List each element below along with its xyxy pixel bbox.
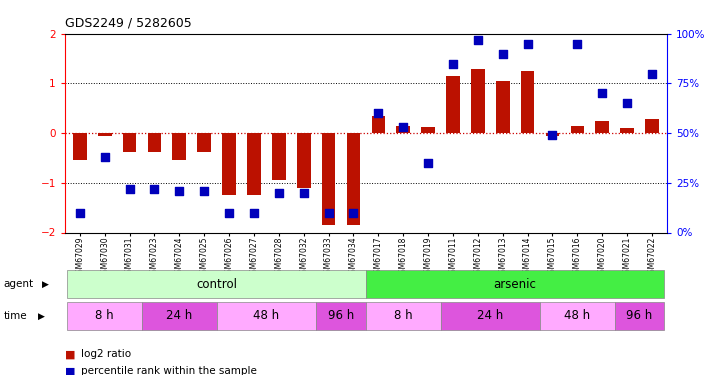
Bar [322,133,335,225]
Bar [620,128,634,133]
Bar [272,133,286,180]
Bar [366,270,665,298]
Point [124,186,136,192]
Text: 24 h: 24 h [167,309,193,322]
Point [74,210,86,216]
Text: 48 h: 48 h [565,309,590,322]
Point [646,70,658,76]
Text: time: time [4,311,27,321]
Bar [546,133,559,136]
Bar [421,127,435,133]
Bar [446,76,460,133]
Point [397,124,409,130]
Text: control: control [196,278,237,291]
Point [224,210,235,216]
Text: 24 h: 24 h [477,309,503,322]
Bar [570,126,584,133]
Bar [596,121,609,133]
Text: agent: agent [4,279,34,289]
Bar [371,116,385,133]
Text: 96 h: 96 h [328,309,354,322]
Text: 8 h: 8 h [394,309,412,322]
Bar [123,133,136,152]
Text: ▶: ▶ [42,280,49,289]
Bar [247,133,261,195]
Point [373,110,384,116]
Bar [645,119,659,133]
Text: ■: ■ [65,350,76,359]
Point [273,190,285,196]
Point [497,51,508,57]
Text: ■: ■ [65,366,76,375]
Point [572,41,583,47]
Bar [615,302,665,330]
Text: ▶: ▶ [37,311,45,320]
Point [472,37,484,43]
Bar [471,69,485,133]
Point [323,210,335,216]
Text: 96 h: 96 h [627,309,653,322]
Bar [67,270,366,298]
Point [547,132,558,138]
Point [447,60,459,67]
Text: arsenic: arsenic [494,278,536,291]
Text: 8 h: 8 h [95,309,114,322]
Bar [222,133,236,195]
Bar [521,71,534,133]
Point [248,210,260,216]
Bar [297,133,311,188]
Bar [216,302,316,330]
Point [348,210,359,216]
Point [596,90,608,96]
Bar [73,133,87,160]
Text: percentile rank within the sample: percentile rank within the sample [81,366,257,375]
Text: 48 h: 48 h [253,309,280,322]
Point [522,41,534,47]
Point [174,188,185,194]
Text: GDS2249 / 5282605: GDS2249 / 5282605 [65,17,192,30]
Bar [98,133,112,136]
Text: log2 ratio: log2 ratio [81,350,131,359]
Bar [316,302,366,330]
Point [423,160,434,166]
Bar [198,133,211,152]
Bar [347,133,360,225]
Bar [148,133,162,152]
Bar [540,302,615,330]
Point [298,190,309,196]
Point [149,186,160,192]
Bar [67,302,142,330]
Bar [366,302,441,330]
Point [198,188,210,194]
Bar [142,302,216,330]
Bar [172,133,186,160]
Point [99,154,110,160]
Bar [496,81,510,133]
Point [622,100,633,106]
Bar [441,302,540,330]
Bar [397,126,410,133]
